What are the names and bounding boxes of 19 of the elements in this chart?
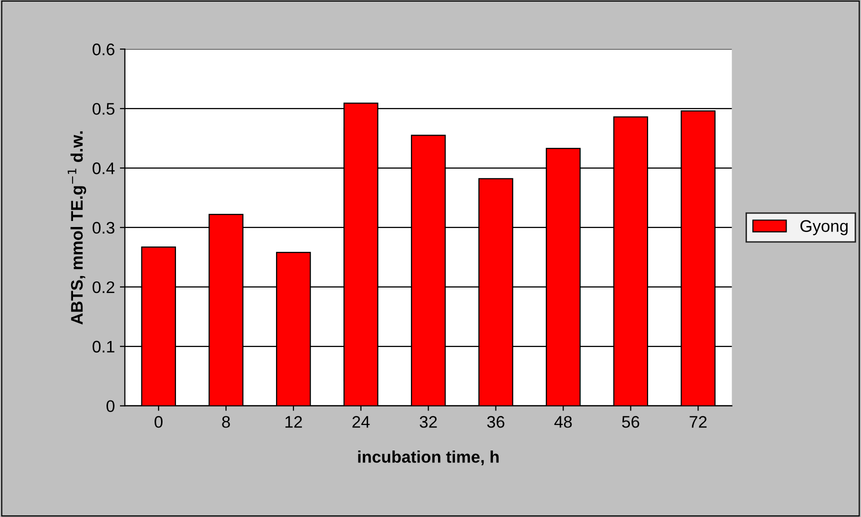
y-tick-label: 0.1	[92, 340, 114, 353]
x-tick-label: 36	[487, 416, 504, 428]
x-tick-label: 8	[222, 416, 230, 428]
y-tick-label: 0.5	[92, 102, 114, 115]
x-tick-label: 12	[285, 416, 302, 428]
x-tick-label: 0	[154, 416, 163, 428]
x-tick-label: 24	[352, 416, 370, 428]
legend-label: Gyong	[800, 220, 848, 236]
y-tick-label: 0	[106, 400, 114, 412]
y-tick-label: 0.3	[92, 222, 114, 234]
y-tick-label: 0.6	[92, 44, 114, 56]
x-tick-label: 32	[420, 416, 437, 428]
y-tick-label: 0.4	[92, 162, 115, 174]
x-tick-label: 72	[690, 416, 707, 428]
x-tick-label: 56	[622, 416, 640, 428]
x-tick-label: 48	[554, 416, 572, 428]
y-tick-label: 0.2	[92, 281, 114, 294]
y-axis-title: ABTS, mmol TE.g$^{−1}$ d.w.	[68, 131, 86, 324]
x-axis-title: incubation time, h	[358, 450, 499, 466]
